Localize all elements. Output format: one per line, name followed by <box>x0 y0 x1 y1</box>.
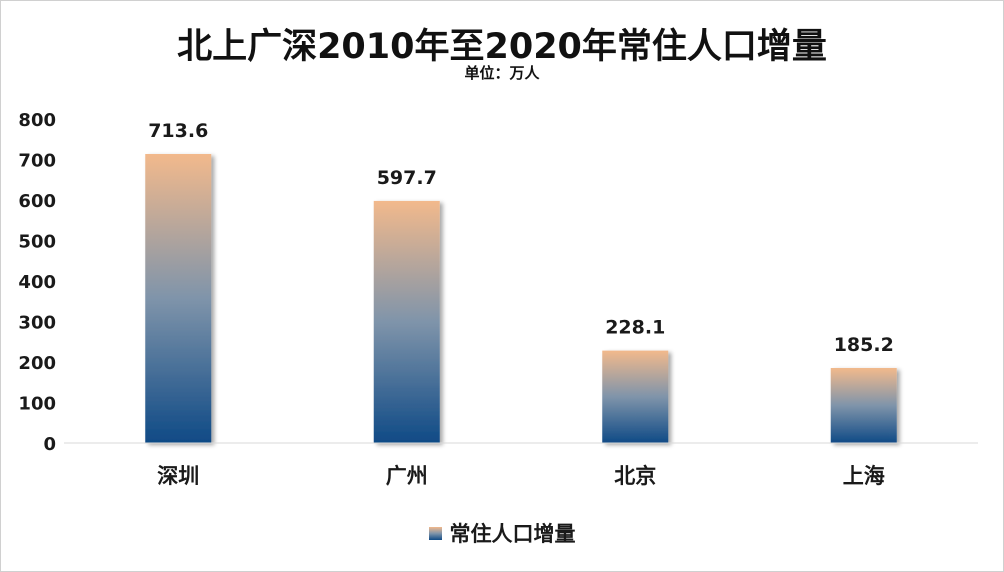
data-label: 597.7 <box>377 167 437 189</box>
y-tick-label: 0 <box>43 434 56 455</box>
x-tick-label: 北京 <box>614 464 656 488</box>
y-tick-label: 100 <box>18 394 56 415</box>
data-label: 713.6 <box>148 120 208 142</box>
y-tick-label: 700 <box>18 151 56 172</box>
chart-title: 北上广深2010年至2020年常住人口增量 <box>177 27 827 67</box>
legend: 常住人口增量 <box>0 518 1004 548</box>
data-label: 228.1 <box>605 317 665 339</box>
bar <box>145 153 212 443</box>
y-tick-label: 600 <box>18 191 56 212</box>
x-axis: 深圳 广州 北京 上海 <box>64 442 978 488</box>
chart-subtitle: 单位：万人 <box>464 64 540 82</box>
y-tick-label: 400 <box>18 272 56 293</box>
legend-swatch <box>428 526 442 540</box>
data-label: 185.2 <box>834 334 894 356</box>
bars <box>145 153 897 443</box>
y-tick-label: 500 <box>18 232 56 253</box>
bar <box>830 367 897 443</box>
data-labels: 713.6 597.7 228.1 185.2 <box>148 120 894 356</box>
bar <box>602 350 669 443</box>
y-tick-label: 300 <box>18 313 56 334</box>
y-tick-label: 200 <box>18 353 56 374</box>
x-tick-label: 广州 <box>386 464 428 488</box>
y-axis: 0 100 200 300 400 500 600 700 800 <box>18 110 56 455</box>
legend-label: 常住人口增量 <box>449 522 576 546</box>
x-tick-label: 上海 <box>843 464 885 488</box>
y-tick-label: 800 <box>18 110 56 131</box>
bar <box>373 200 440 443</box>
x-tick-label: 深圳 <box>157 464 199 488</box>
